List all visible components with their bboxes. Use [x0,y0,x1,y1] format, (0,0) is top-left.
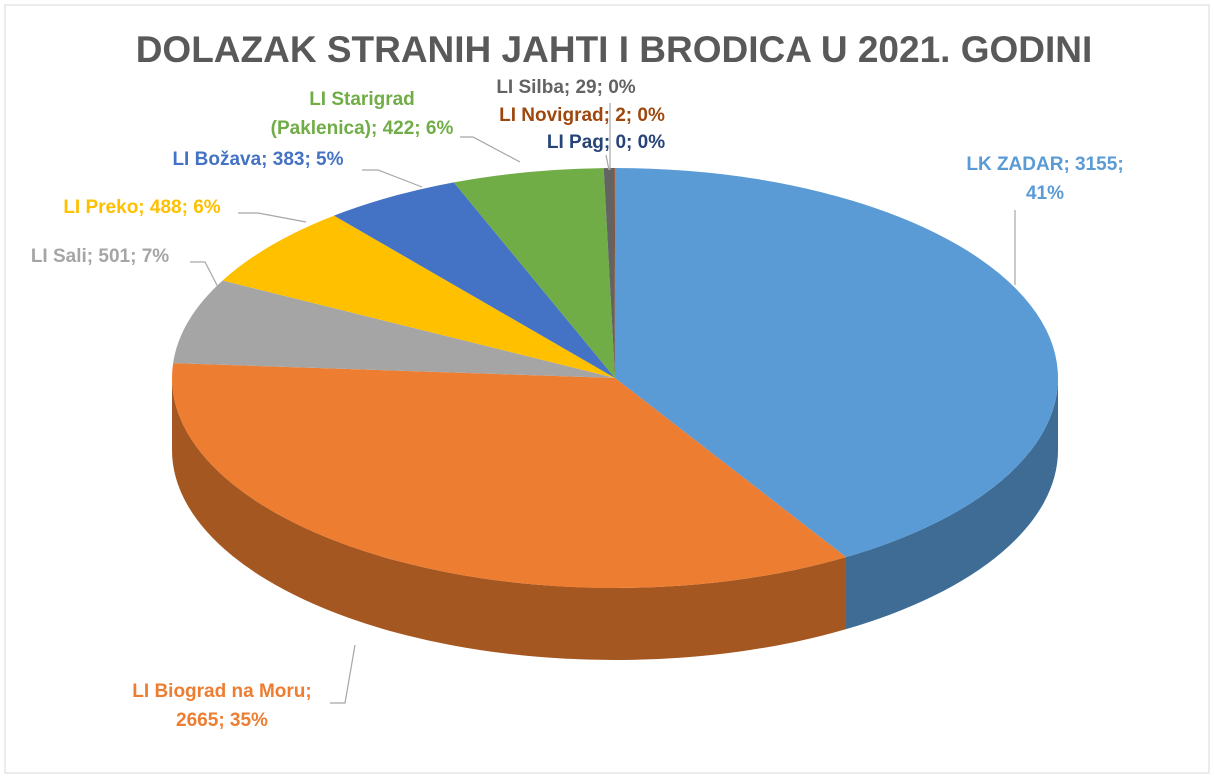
slice-side-shade [846,378,1058,630]
chart-title: DOLAZAK STRANIH JAHTI I BRODICA U 2021. … [136,29,1093,70]
data-label-line: LI Sali; 501; 7% [31,246,169,267]
data-label-line: LI Pag; 0; 0% [547,132,665,153]
data-label: LI Biograd na Moru; 2665; 35% [132,681,311,731]
data-label-line: 41% [1026,183,1064,204]
data-label: LI Preko; 488; 6% [63,197,220,218]
data-label: LK ZADAR; 3155; 41% [966,154,1123,204]
slice [614,168,615,378]
data-label: LI Božava; 383; 5% [172,149,343,170]
slice [603,168,615,378]
data-label-line: LI Preko; 488; 6% [63,197,220,218]
slice-side [846,378,1058,630]
data-label-line: 2665; 35% [176,710,268,731]
data-label-line: LI Biograd na Moru; [132,681,311,702]
slice-side-shade [172,378,847,661]
data-label: LI Sali; 501; 7% [31,246,169,267]
leader-line [362,169,423,188]
leader-line [190,261,219,288]
slice [173,280,615,378]
slice [453,168,615,378]
slice [615,168,1059,558]
data-label-line: (Paklenica); 422; 6% [271,118,454,139]
data-label: LI Starigrad (Paklenica); 422; 6% [271,89,454,139]
slice [334,182,615,378]
data-label-line: LI Novigrad; 2; 0% [499,105,665,126]
leader-line [605,154,610,171]
data-label-line: LI Božava; 383; 5% [172,149,343,170]
leader-line [238,212,307,223]
data-label: LI Novigrad; 2; 0% [499,105,665,126]
data-label: LI Pag; 0; 0% [547,132,665,153]
slice [171,363,847,589]
slice-side [172,378,847,661]
leader-line [460,136,521,163]
slice [222,215,615,378]
leader-line [330,644,356,704]
data-label-line: LI Silba; 29; 0% [496,77,635,98]
data-label-line: LI Starigrad [309,89,415,110]
data-label-line: LK ZADAR; 3155; [966,154,1123,175]
data-label: LI Silba; 29; 0% [496,77,635,98]
